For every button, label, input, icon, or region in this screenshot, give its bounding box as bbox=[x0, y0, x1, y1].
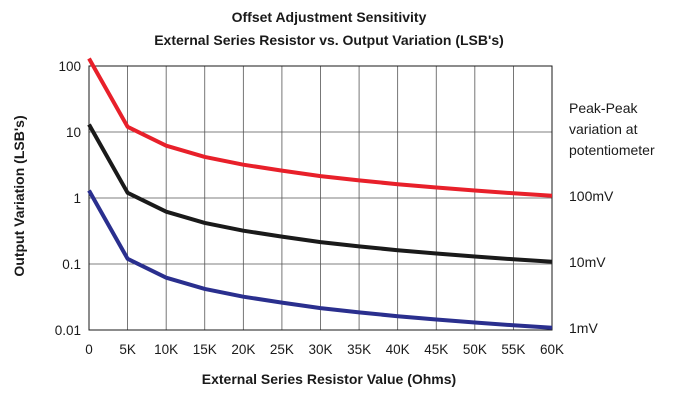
series-labels: 100mV 10mV 1mV bbox=[569, 188, 614, 336]
x-tick-label: 55K bbox=[501, 342, 525, 357]
x-tick-label: 60K bbox=[540, 342, 564, 357]
y-axis-title: Output Variation (LSB's) bbox=[11, 115, 27, 276]
series-line-100mv bbox=[87, 57, 553, 198]
series-line-1mv bbox=[87, 189, 553, 330]
y-tick-labels: 0.01 0.1 1 10 100 bbox=[55, 59, 81, 338]
plot-frame bbox=[88, 65, 553, 331]
annotation-line-2: variation at bbox=[569, 121, 638, 137]
x-tick-label: 30K bbox=[308, 342, 332, 357]
x-tick-label: 10K bbox=[154, 342, 178, 357]
x-tick-label: 40K bbox=[386, 342, 410, 357]
y-tick-label: 100 bbox=[58, 59, 81, 74]
x-tick-label: 5K bbox=[119, 342, 136, 357]
y-tick-label: 0.1 bbox=[62, 257, 81, 272]
series-label-1mv: 1mV bbox=[569, 320, 598, 336]
y-tick-label: 0.01 bbox=[55, 323, 81, 338]
series-label-10mv: 10mV bbox=[569, 254, 606, 270]
series-line-10mv bbox=[87, 123, 553, 264]
y-tick-label: 1 bbox=[73, 191, 81, 206]
series-layer bbox=[87, 57, 553, 330]
chart-subtitle: External Series Resistor vs. Output Vari… bbox=[154, 32, 504, 48]
x-axis-title: External Series Resistor Value (Ohms) bbox=[202, 371, 456, 387]
x-tick-labels: 0 5K 10K 15K 20K 25K 30K 35K 40K 45K 50K 55K 60K bbox=[85, 342, 564, 357]
chart-title: Offset Adjustment Sensitivity bbox=[232, 9, 427, 25]
x-tick-label: 35K bbox=[347, 342, 371, 357]
x-tick-label: 50K bbox=[463, 342, 487, 357]
x-tick-label: 20K bbox=[231, 342, 255, 357]
series-label-100mv: 100mV bbox=[569, 188, 614, 204]
x-tick-label: 25K bbox=[270, 342, 294, 357]
grid bbox=[88, 65, 553, 331]
x-tick-label: 15K bbox=[193, 342, 217, 357]
annotation-line-1: Peak-Peak bbox=[569, 100, 638, 116]
x-tick-label: 0 bbox=[85, 342, 93, 357]
annotation-line-3: potentiometer bbox=[569, 142, 655, 158]
x-tick-label: 45K bbox=[424, 342, 448, 357]
y-tick-label: 10 bbox=[66, 125, 81, 140]
